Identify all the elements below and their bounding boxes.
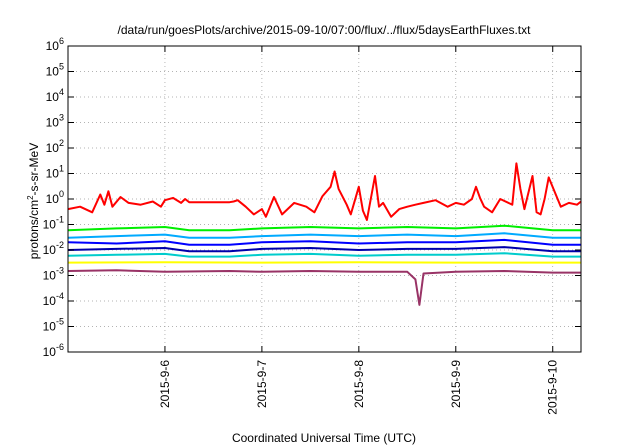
y-tick-label: 10-2 (43, 240, 64, 257)
y-tick-label: 10-5 (43, 317, 64, 334)
y-tick-label: 101 (46, 164, 64, 181)
y-tick-label: 10-4 (43, 291, 64, 308)
x-tick-label: 2015-9-10 (546, 360, 560, 415)
chart-title: /data/run/goesPlots/archive/2015-09-10/0… (118, 23, 532, 37)
y-tick-label: 104 (46, 87, 64, 104)
axis-ticks: 10-6 10-5 10-4 10-3 10-2 10-1 100 101 102 103 104 1… (43, 36, 581, 415)
y-tick-label: 105 (46, 62, 64, 79)
series-line-8 (67, 269, 581, 306)
x-tick-label: 2015-9-9 (449, 360, 463, 408)
y-tick-label: 100 (46, 189, 64, 206)
series-line-6 (67, 252, 581, 258)
series-line-2 (67, 224, 581, 232)
series-line-4 (67, 238, 581, 246)
y-axis-label: protons/cm2-s-sr-MeV (26, 143, 41, 259)
x-axis-label: Coordinated Universal Time (UTC) (232, 431, 416, 445)
series-group (67, 162, 582, 306)
y-tick-label: 10-1 (43, 215, 64, 232)
x-tick-label: 2015-9-8 (352, 360, 366, 408)
x-tick-label: 2015-9-6 (158, 360, 172, 408)
y-tick-label: 102 (46, 138, 64, 155)
x-tick-label: 2015-9-7 (255, 360, 269, 408)
y-tick-label: 103 (46, 113, 64, 130)
y-tick-label: 10-6 (43, 342, 64, 359)
grid (68, 46, 581, 352)
y-axis-label-text: protons/cm2-s-sr-MeV (26, 143, 41, 259)
y-tick-label: 10-3 (43, 266, 64, 283)
series-line-1 (67, 162, 582, 221)
series-line-5 (67, 246, 581, 253)
series-line-3 (67, 232, 581, 239)
y-tick-label: 106 (46, 36, 64, 53)
